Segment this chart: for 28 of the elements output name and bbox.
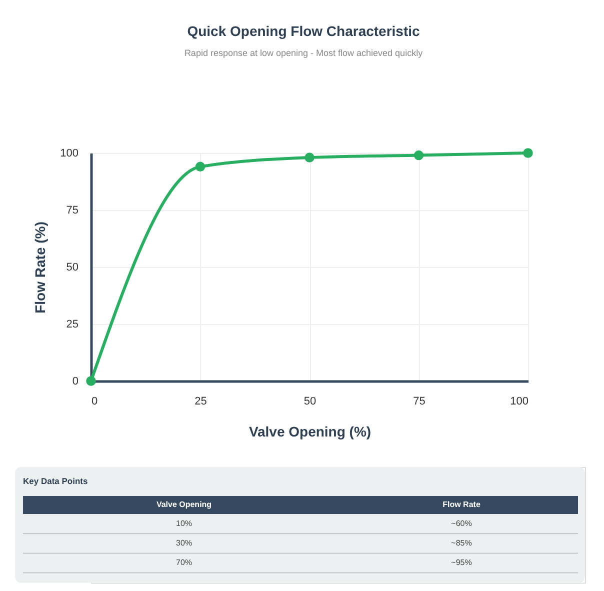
y-tick-label: 100 — [60, 148, 78, 160]
text: 70% — [176, 558, 192, 567]
point — [523, 148, 533, 158]
y-tick-label: 50 — [66, 262, 78, 274]
x-tick-label: 75 — [413, 396, 426, 408]
text: Key Data Points — [23, 476, 88, 486]
chart-subtitle: Rapid response at low opening - Most flow achieved quickly — [184, 48, 424, 58]
x-tick-label: 100 — [510, 396, 528, 408]
point — [195, 162, 206, 172]
y-tick-label: 25 — [66, 318, 78, 330]
category-label: Flow Rate — [442, 500, 481, 509]
x-axis-title: Valve Opening (%) — [248, 424, 372, 440]
point — [86, 376, 96, 386]
text: ~85% — [451, 538, 472, 548]
category-label: Valve Opening — [156, 500, 212, 509]
point — [304, 152, 314, 162]
text: ~60% — [451, 518, 472, 528]
x-tick-label: 0 — [92, 396, 98, 408]
text: 10% — [176, 518, 192, 528]
y-tick-label: 0 — [72, 376, 78, 388]
text: 30% — [176, 538, 192, 548]
x-tick-label: 25 — [194, 396, 207, 408]
point — [414, 150, 424, 160]
y-axis-title: Flow Rate (%) — [32, 222, 48, 314]
x-tick-label: 50 — [304, 396, 316, 408]
chart-title: Quick Opening Flow Characteristic — [187, 23, 420, 39]
y-tick-label: 75 — [66, 204, 78, 216]
text: ~95% — [451, 558, 472, 567]
